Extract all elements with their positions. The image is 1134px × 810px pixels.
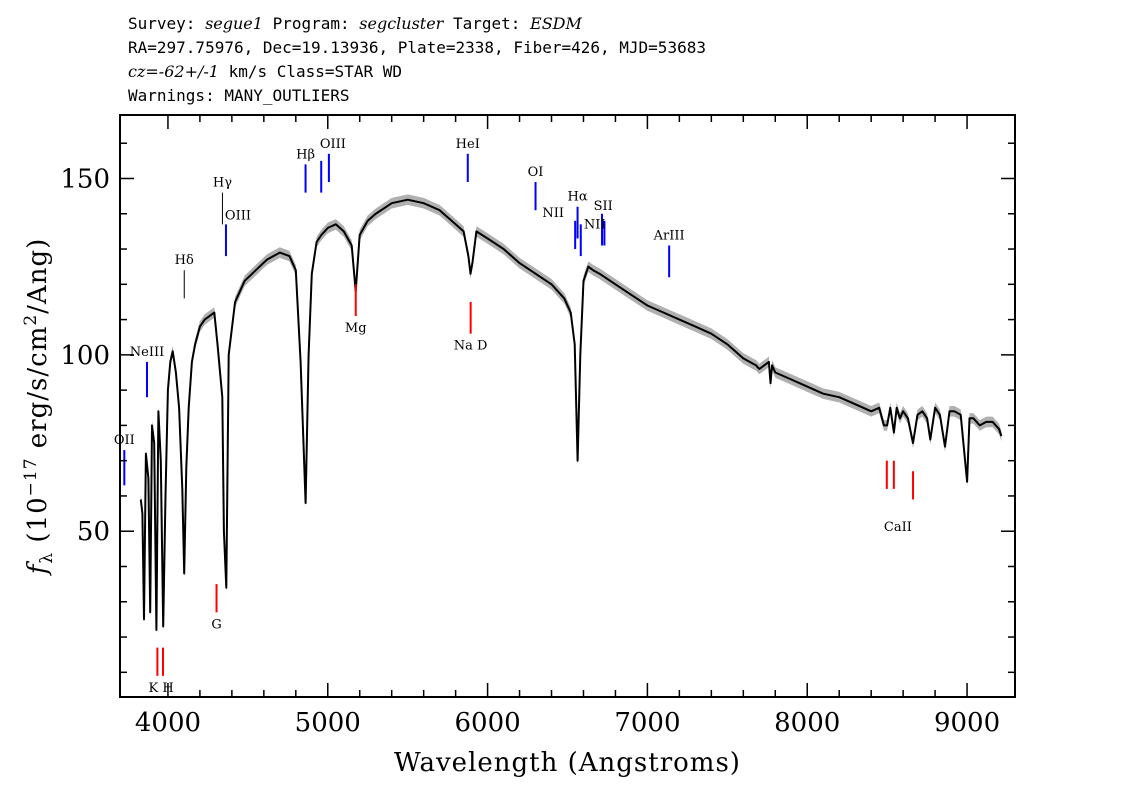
error-band-layer bbox=[140, 194, 1002, 636]
spectrum-header: Survey: segue1 Program: segcluster Targe… bbox=[128, 12, 706, 108]
line-label-hei: HeI bbox=[456, 137, 480, 152]
line-label-nii: NII bbox=[542, 206, 564, 221]
line-label-oiii: OIII bbox=[320, 137, 346, 152]
line-label-k: K bbox=[149, 681, 159, 696]
y-axis-title-end: /Ang) bbox=[23, 238, 53, 314]
target-value: ESDM bbox=[530, 14, 582, 33]
y-axis-title-exp: −17 bbox=[21, 457, 41, 496]
target-prefix: Target: bbox=[443, 14, 531, 33]
line-label-hβ: Hβ bbox=[296, 147, 315, 162]
line-label-ariii: ArIII bbox=[653, 229, 685, 244]
y-tick-label: 50 bbox=[77, 517, 110, 547]
survey-value: segue1 bbox=[205, 14, 263, 33]
line-label-na-d: Na D bbox=[454, 339, 488, 354]
line-label-oi: OI bbox=[528, 165, 544, 180]
header-line-warnings: Warnings: MANY_OUTLIERS bbox=[128, 86, 350, 105]
x-tick-label: 4000 bbox=[135, 708, 201, 738]
plot-frame bbox=[119, 114, 1016, 698]
line-label-oiii: OIII bbox=[225, 208, 251, 223]
class-text: km/s Class=STAR WD bbox=[218, 62, 402, 81]
x-tick-label: 5000 bbox=[295, 708, 361, 738]
line-label-caii: CaII bbox=[884, 520, 912, 535]
x-axis-title: Wavelength (Angstroms) bbox=[394, 748, 741, 778]
line-markers-layer: OII NeIII Hδ Hγ OIII OIII Hβ HeI OI NII NII Hα SII Ar… bbox=[114, 137, 915, 696]
line-label-hα: Hα bbox=[568, 190, 588, 205]
line-label-g: G bbox=[211, 617, 221, 632]
axis-ticks-layer: 4000 5000 6000 7000 8000 9000 50 100 150 bbox=[60, 115, 1015, 738]
line-label-neiii: NeIII bbox=[130, 345, 164, 360]
x-tick-label: 7000 bbox=[614, 708, 680, 738]
program-prefix: Program: bbox=[262, 14, 360, 33]
y-tick-label: 150 bbox=[60, 164, 110, 194]
header-line-coordinates: RA=297.75976, Dec=19.13936, Plate=2338, … bbox=[128, 38, 706, 57]
y-tick-label: 100 bbox=[60, 341, 110, 371]
y-axis-title-sub: λ bbox=[37, 552, 57, 564]
line-label-hγ: Hγ bbox=[213, 176, 232, 191]
line-label-sii: SII bbox=[594, 199, 613, 214]
x-tick-label: 9000 bbox=[934, 708, 1000, 738]
y-axis-title-f: f bbox=[23, 560, 53, 576]
redshift-value: cz=-62+/-1 bbox=[128, 62, 219, 81]
line-label-nii: NII bbox=[584, 217, 606, 232]
y-axis-title-unit: (10 bbox=[23, 496, 53, 552]
spectrum-line bbox=[139, 198, 1003, 631]
line-label-mg: Mg bbox=[345, 321, 367, 336]
header-line-redshift: cz=-62+/-1 km/s Class=STAR WD bbox=[128, 60, 706, 84]
line-label-oii: OII bbox=[114, 433, 135, 448]
y-axis-title-rest: erg/s/cm bbox=[23, 326, 53, 458]
survey-prefix: Survey: bbox=[128, 14, 206, 33]
program-value: segcluster bbox=[359, 14, 444, 33]
error-band bbox=[140, 194, 1002, 636]
y-axis-title: fλ (10−17 erg/s/cm2/Ang) bbox=[21, 238, 57, 577]
header-line-survey: Survey: segue1 Program: segcluster Targe… bbox=[128, 12, 706, 36]
x-tick-label: 6000 bbox=[455, 708, 521, 738]
spectrum-layer bbox=[139, 198, 1003, 631]
x-tick-label: 8000 bbox=[774, 708, 840, 738]
y-axis-title-exp2: 2 bbox=[21, 314, 41, 326]
line-label-hδ: Hδ bbox=[175, 253, 194, 268]
